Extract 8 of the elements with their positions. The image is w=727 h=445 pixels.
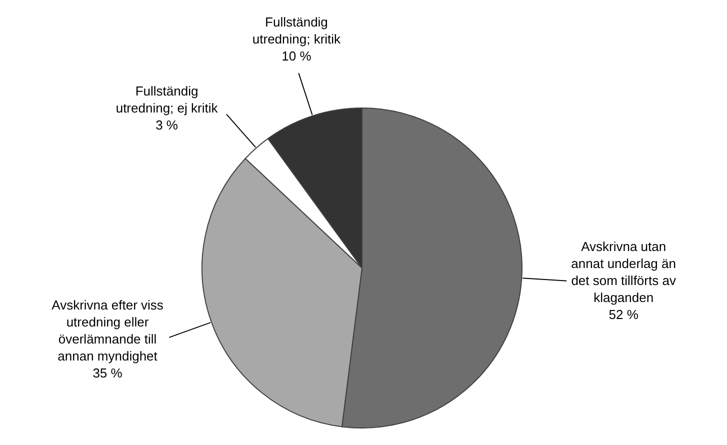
data-label: 35 % bbox=[92, 365, 123, 380]
data-label: 10 % bbox=[282, 48, 312, 64]
data-label: 3 % bbox=[156, 117, 178, 132]
slice-label: Avskrivna efter viss utredning eller överlämnande till annan myndighet bbox=[52, 297, 164, 364]
slice-label: Fullständig utredning; ej kritik bbox=[116, 83, 218, 116]
slice-label: Fullständig utredning; kritik bbox=[252, 14, 342, 46]
data-label: 52 % bbox=[608, 306, 639, 322]
slice-label: Avskrivna utan annat underlag än det som tillförts av klaganden bbox=[571, 238, 676, 305]
